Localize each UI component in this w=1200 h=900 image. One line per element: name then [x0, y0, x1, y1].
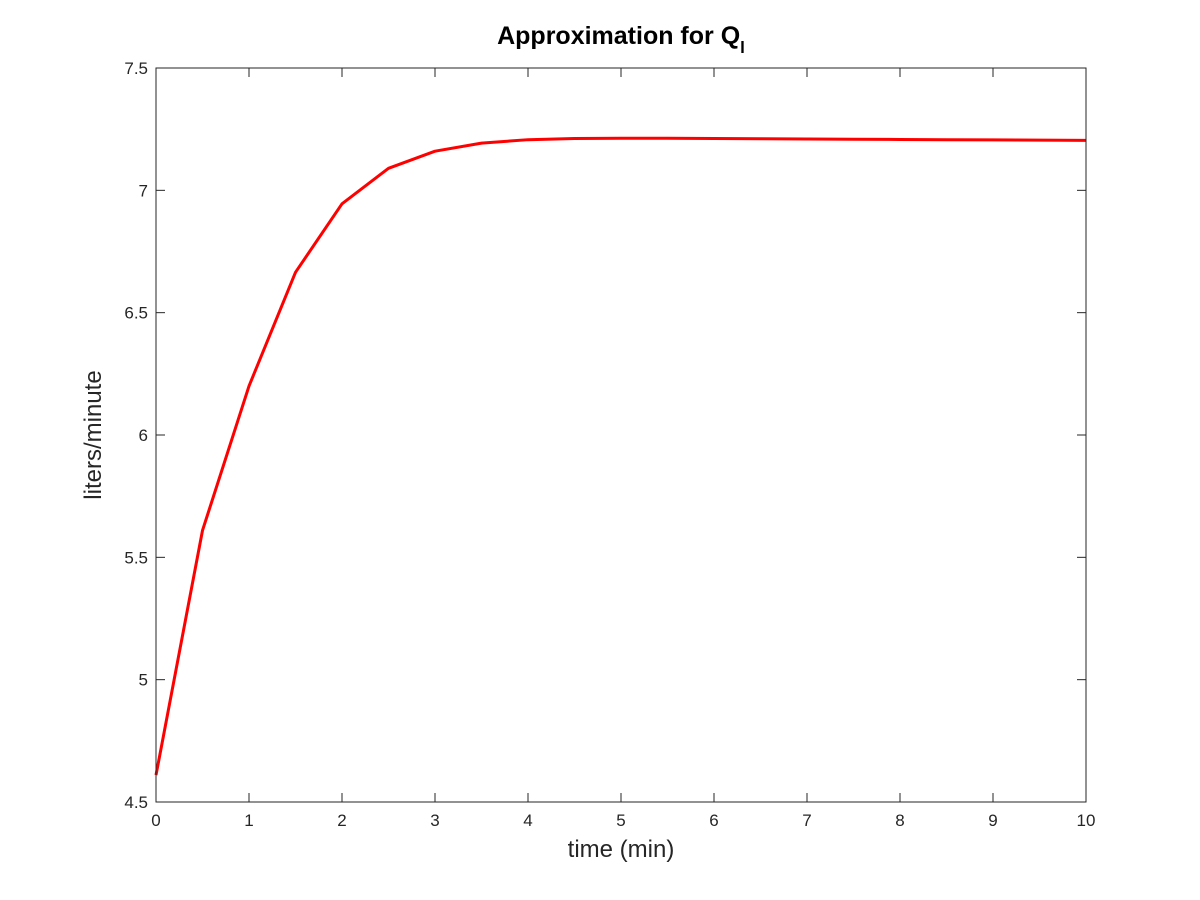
- y-tick-label: 5.5: [124, 548, 148, 567]
- x-tick-label: 0: [151, 811, 160, 830]
- y-tick-label: 7.5: [124, 59, 148, 78]
- x-tick-label: 1: [244, 811, 253, 830]
- plot-frame: [155, 67, 1087, 803]
- x-tick-label: 2: [337, 811, 346, 830]
- x-tick-label: 6: [709, 811, 718, 830]
- x-tick-label: 4: [523, 811, 532, 830]
- y-tick-label: 7: [139, 181, 148, 200]
- chart-title-main: Approximation for Q: [497, 22, 740, 50]
- tick-labels: 0 1 2 3 4 5 6 7 8 9 10 4.5 5 5.5 6 6.5 7 7.5: [124, 59, 1095, 830]
- plot-area: [156, 68, 1086, 802]
- y-tick-label: 6: [139, 426, 148, 445]
- chart-title-subscript: l: [740, 38, 745, 57]
- x-tick-label: 10: [1077, 811, 1096, 830]
- series-line: [154, 136, 1087, 776]
- series-layer: [154, 136, 1087, 776]
- x-tick-label: 5: [616, 811, 625, 830]
- chart-title: Approximation for Ql: [497, 22, 745, 57]
- x-tick-label: 9: [988, 811, 997, 830]
- y-tick-label: 6.5: [124, 304, 148, 323]
- y-axis-label: liters/minute: [80, 370, 107, 499]
- y-tick-label: 4.5: [124, 793, 148, 812]
- x-tick-label: 7: [802, 811, 811, 830]
- x-tick-label: 3: [430, 811, 439, 830]
- y-tick-label: 5: [139, 671, 148, 690]
- x-axis-label: time (min): [568, 836, 675, 863]
- x-tick-label: 8: [895, 811, 904, 830]
